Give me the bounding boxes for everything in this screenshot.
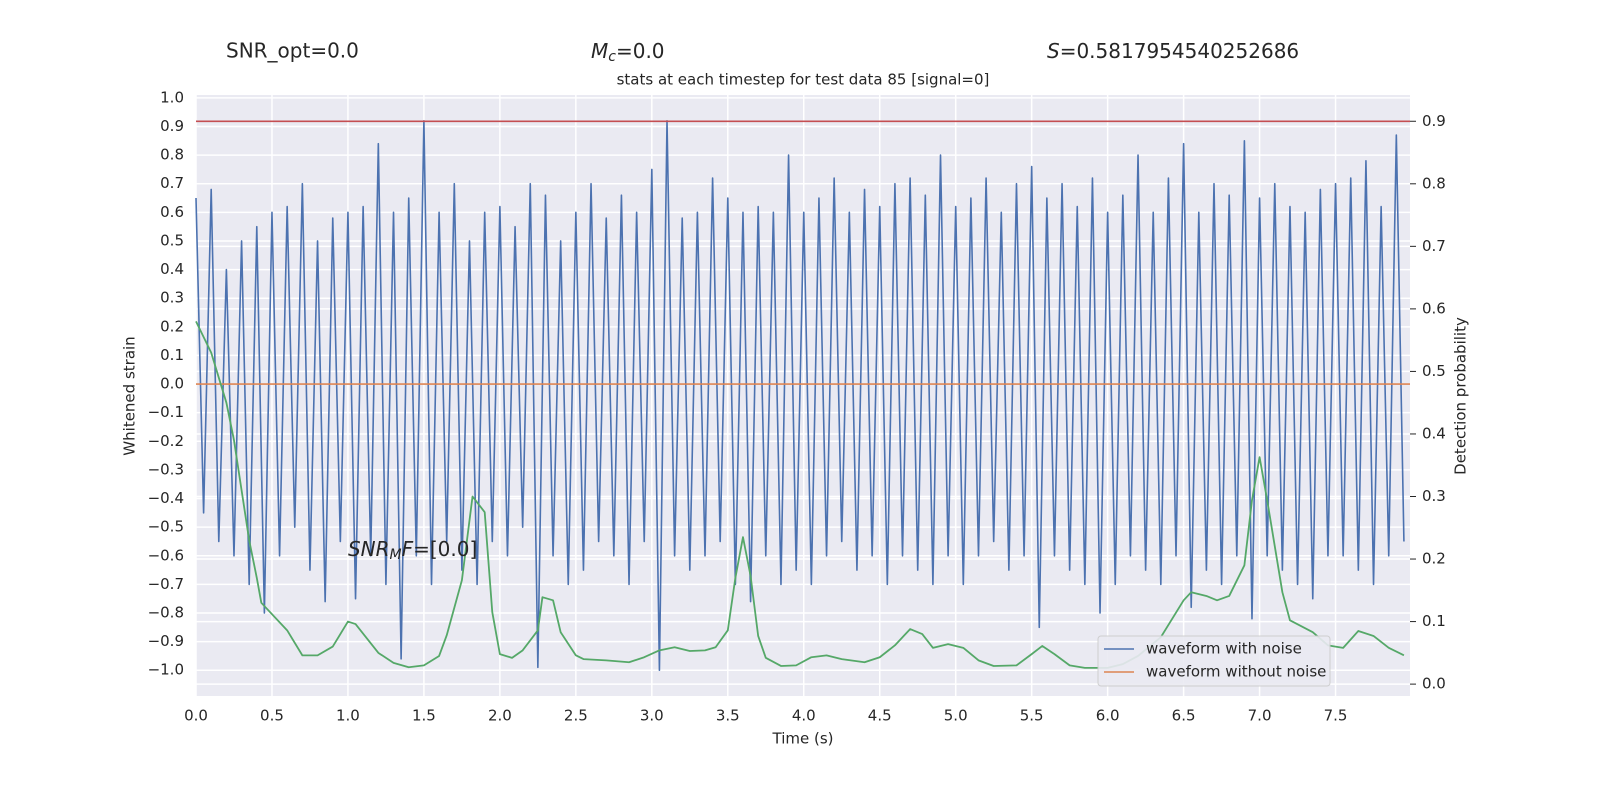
grid [195, 95, 1410, 696]
y-axis-label: Whitened strain [121, 336, 139, 455]
x-tick-label: 2.0 [488, 707, 512, 725]
header-mc: Mc=0.0 [591, 39, 665, 66]
subscript: c [608, 49, 616, 65]
y2-tick-label: 0.7 [1422, 237, 1446, 255]
y2-tick-label: 0.2 [1422, 550, 1446, 568]
y2-tick-label: 0.9 [1422, 112, 1446, 130]
x-tick-label: 0.0 [184, 707, 208, 725]
text: =0.0 [616, 39, 665, 63]
y-tick-label: 0.3 [160, 289, 184, 307]
y-tick-label: −0.3 [148, 460, 184, 478]
x-tick-label: 4.0 [792, 707, 816, 725]
labels: 0.0 0.5 1.0 1.5 2.0 2.5 3.0 3.5 4.0 4.5 5.0 5.5 6.0 6… [148, 88, 1446, 724]
y2-tick-label: 0.0 [1422, 675, 1446, 693]
y-tick-label: 1.0 [160, 88, 184, 106]
header-s: S=0.5817954540252686 [1047, 39, 1299, 63]
line-series [195, 320, 1405, 669]
legend-box [1097, 635, 1331, 687]
y-tick-label: −0.9 [148, 632, 184, 650]
y-tick-label: 0.8 [160, 146, 184, 164]
x-tick-label: 7.5 [1324, 707, 1348, 725]
x-tick-label: 6.5 [1172, 707, 1196, 725]
y-tick-label: 0.6 [160, 203, 184, 221]
x-tick-label: 5.5 [1020, 707, 1044, 725]
x-tick-label: 3.5 [716, 707, 740, 725]
y2-tick-label: 0.8 [1422, 174, 1446, 192]
chart-title: stats at each timestep for test data 85 … [617, 71, 990, 89]
math: F [402, 537, 414, 561]
math: M [591, 39, 608, 63]
x-tick-label: 6.0 [1096, 707, 1120, 725]
y2-tick-label: 0.1 [1422, 612, 1446, 630]
x-tick-label: 7.0 [1248, 707, 1272, 725]
y-tick-label: 0.0 [160, 375, 184, 393]
x-tick-label: 2.5 [564, 707, 588, 725]
y-tick-label: −0.1 [148, 403, 184, 421]
x-tick-label: 4.5 [868, 707, 892, 725]
subscript: M [390, 547, 402, 563]
y-tick-label: −0.6 [148, 546, 184, 564]
text: =0.5817954540252686 [1060, 39, 1299, 63]
text: =[0.0] [413, 537, 477, 561]
y2-tick-label: 0.6 [1422, 299, 1446, 317]
x-tick-label: 1.0 [336, 707, 360, 725]
x-tick-label: 0.5 [260, 707, 284, 725]
y-tick-label: 0.4 [160, 260, 184, 278]
y-tick-label: −0.5 [148, 518, 184, 536]
x-tick-label: 3.0 [640, 707, 664, 725]
legend-label: waveform without noise [1146, 663, 1326, 681]
line-series [195, 119, 1405, 672]
y-tick-label: 0.7 [160, 174, 184, 192]
y-tick-label: 0.2 [160, 317, 184, 335]
annotation: SNRMF=[0.0] [348, 537, 477, 564]
y-tick-label: −1.0 [148, 661, 184, 679]
math: S [1047, 39, 1060, 63]
header-snr-opt: SNR_opt=0.0 [226, 39, 359, 63]
y-tick-label: −0.2 [148, 432, 184, 450]
y-tick-label: 0.1 [160, 346, 184, 364]
y2-axis-label: Detection probability [1452, 317, 1470, 475]
legend-label: waveform with noise [1146, 640, 1302, 658]
x-axis-label: Time (s) [772, 730, 834, 748]
legend: waveform with noise waveform without nois… [1097, 635, 1331, 687]
y2-tick-label: 0.4 [1422, 424, 1446, 442]
y-tick-label: −0.7 [148, 575, 184, 593]
y-tick-label: 0.5 [160, 231, 184, 249]
y-tick-label: −0.8 [148, 604, 184, 622]
x-tick-label: 1.5 [412, 707, 436, 725]
y2-tick-label: 0.5 [1422, 362, 1446, 380]
math: SNR [348, 537, 390, 561]
y2-tick-label: 0.3 [1422, 487, 1446, 505]
x-tick-label: 5.0 [944, 707, 968, 725]
y-tick-label: −0.4 [148, 489, 184, 507]
y-tick-label: 0.9 [160, 117, 184, 135]
